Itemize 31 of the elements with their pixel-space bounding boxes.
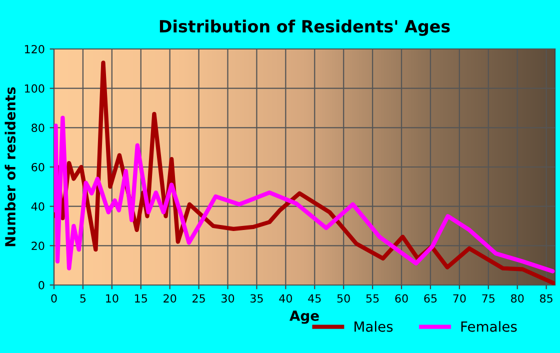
y-axis-title: Number of residents xyxy=(4,87,16,246)
x-tick-label: 30 xyxy=(222,294,234,303)
y-tick-label: 40 xyxy=(31,202,44,211)
y-tick-label: 20 xyxy=(32,242,44,250)
y-tick-label: 0 xyxy=(38,280,44,290)
y-tick-label: 80 xyxy=(32,124,44,132)
x-tick-label: 45 xyxy=(308,294,321,303)
x-tick-label: 0 xyxy=(51,294,57,303)
x-tick-label: 70 xyxy=(453,294,466,303)
x-tick-label: 55 xyxy=(366,294,379,303)
y-tick-label: 60 xyxy=(32,162,44,172)
x-tick-label: 40 xyxy=(279,294,292,303)
x-tick-label: 35 xyxy=(250,294,263,303)
chart-title: Distribution of Residents' Ages xyxy=(160,20,450,36)
x-tick-label: 65 xyxy=(424,294,437,303)
y-tick-label: 120 xyxy=(24,44,44,54)
x-tick-label: 80 xyxy=(511,294,524,303)
line-series xyxy=(54,116,555,274)
x-tick-label: 10 xyxy=(106,294,118,303)
x-tick-label: 75 xyxy=(482,294,494,303)
x-tick-label: 5 xyxy=(80,294,86,303)
y-tick-label: 100 xyxy=(24,84,44,93)
legend-label: Females xyxy=(461,321,517,332)
x-axis-title: Age xyxy=(290,310,319,324)
x-tick-label: 25 xyxy=(192,294,205,303)
x-tick-label: 15 xyxy=(135,294,147,303)
x-tick-label: 20 xyxy=(164,294,176,303)
x-tick-label: 85 xyxy=(540,294,552,303)
legend-label: Males xyxy=(354,321,393,332)
x-tick-label: 50 xyxy=(337,294,350,303)
x-tick-label: 60 xyxy=(395,294,408,303)
